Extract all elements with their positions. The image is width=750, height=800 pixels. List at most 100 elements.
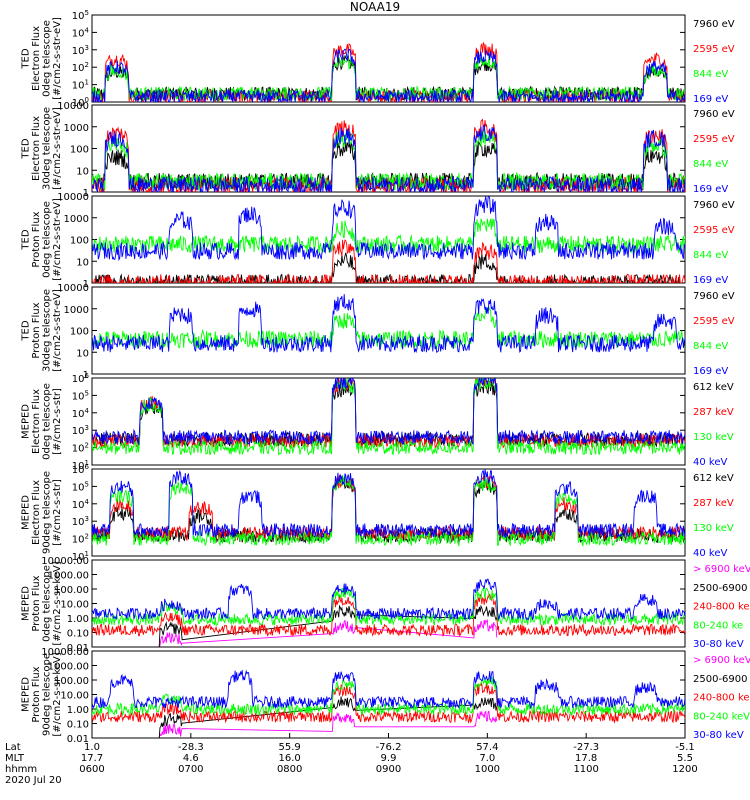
y-axis-label-line: 0deg telescope (41, 383, 52, 460)
series-blue (92, 469, 685, 539)
series-blue (92, 669, 685, 710)
series-red (92, 41, 685, 102)
series-green (92, 378, 685, 457)
x-tick-mlt: 4.6 (183, 753, 199, 764)
y-tick-label: 100 (72, 96, 89, 109)
y-tick-label: 1 (83, 370, 89, 381)
y-tick-label: 10000 (57, 283, 89, 294)
y-axis-label-line: [#/cm2-s-str-eV] (52, 289, 63, 372)
y-axis-label-line: Electron Flux (31, 26, 42, 91)
x-tick-mlt: 9.9 (381, 753, 397, 764)
y-axis-label: TED Proton Flux 0deg telescope [#/cm2-s-str… (20, 198, 63, 281)
y-tick-label: 102 (72, 442, 89, 455)
legend-entry-black: 612 keV (693, 382, 734, 393)
y-axis-label-line: 30deg telescope (41, 107, 52, 190)
y-axis-label: TED Electron Flux 0deg telescope [#/cm2-s-s… (20, 17, 63, 100)
legend-entry-magenta: > 6900 keV (693, 655, 750, 666)
y-tick-label: 10 (76, 348, 89, 359)
legend-entry-blue: 169 eV (693, 94, 728, 105)
y-axis-label-line: TED (20, 48, 31, 69)
series-green (92, 586, 685, 626)
panel-ted-electron-0deg: 100 101 102 103 104 105 TED Electron Flux 0deg t… (20, 9, 735, 109)
y-tick-label: 10.00 (60, 600, 89, 611)
series-red (92, 475, 685, 542)
y-axis-label: MEPED Proton Flux 0deg telescope [#/cm2-s-s… (20, 561, 63, 645)
series-green (92, 306, 685, 350)
y-tick-label: 10 (76, 166, 89, 177)
legend-entry-red: 287 keV (693, 498, 734, 509)
legend-entry-black: 7960 eV (693, 109, 735, 120)
y-axis-label-line: Electron Flux (31, 389, 42, 454)
panel-frame (91, 468, 686, 557)
y-tick-label: 1 (83, 279, 89, 290)
y-axis-label-line: 90deg telescope (41, 471, 52, 554)
y-tick-label: 1.00 (67, 614, 89, 625)
y-axis-label-line: MEPED (20, 495, 31, 530)
x-tick-mlt: 17.8 (575, 753, 597, 764)
series-blue (92, 196, 685, 262)
y-tick-label: 103 (72, 424, 89, 437)
y-tick-label: 1000 (64, 214, 89, 225)
y-tick-label: 0.01 (67, 734, 89, 745)
y-axis-label-line: 0deg telescope (41, 565, 52, 642)
y-tick-label: 10000.00 (41, 556, 89, 567)
x-row-label: 2020 Jul 20 (5, 775, 62, 786)
y-tick-label: 100.00 (54, 585, 89, 596)
x-tick-lat: -5.1 (675, 742, 695, 753)
y-axis-label-line: [#/cm2-s-sr-keV] (52, 652, 63, 736)
panel-meped-electron-0deg: 101 102 103 104 105 106 MEPED Electron Flux 0deg… (20, 372, 734, 472)
legend-entry-blue: 40 keV (693, 548, 727, 559)
x-tick-lat: -28.3 (178, 742, 204, 753)
y-tick-label: 103 (72, 44, 89, 57)
y-tick-label: 1000 (64, 305, 89, 316)
legend-entry-blue: 30-80 keV (693, 639, 744, 650)
x-tick-hhmm: 1100 (573, 764, 598, 775)
legend-entry-red: 287 keV (693, 407, 734, 418)
y-axis-label: MEPED Electron Flux 0deg telescope [#/cm2-s… (20, 383, 63, 460)
x-tick-mlt: 16.0 (279, 753, 301, 764)
legend-entry-black: 7960 eV (693, 200, 735, 211)
panel-frame (91, 559, 686, 648)
legend-entry-green: 80-240 ke (693, 620, 743, 631)
legend-entry-black: 7960 eV (693, 291, 735, 302)
series-black (158, 696, 498, 738)
chart-title: NOAA19 (349, 0, 401, 14)
y-tick-label: 106 (72, 463, 90, 476)
y-axis-label-line: Proton Flux (31, 211, 42, 267)
legend-entry-black: 7960 eV (693, 19, 735, 30)
y-tick-label: 0.10 (67, 629, 89, 640)
legend-entry-red: 2595 eV (693, 316, 735, 327)
y-tick-label: 105 (72, 389, 89, 402)
legend-entry-magenta: > 6900 keV (693, 564, 750, 575)
legend-entry-red: 240-800 ke (693, 602, 750, 613)
series-black (92, 252, 685, 283)
legend-entry-red: 2595 eV (693, 44, 735, 55)
y-axis-label-line: Electron Flux (31, 480, 42, 545)
y-tick-label: 106 (72, 372, 90, 385)
series-green (92, 130, 685, 192)
y-axis-label-line: TED (20, 229, 31, 250)
legend-entry-green: 844 eV (693, 250, 728, 261)
y-tick-label: 105 (72, 9, 89, 22)
legend-entry-blue: 169 eV (693, 275, 728, 286)
y-axis-label-line: Proton Flux (31, 575, 42, 631)
y-tick-label: 10.00 (60, 691, 89, 702)
x-tick-mlt: 5.5 (677, 753, 693, 764)
x-row-label: Lat (5, 742, 21, 753)
y-axis-label-line: [#/cm2-s-str-eV] (52, 17, 63, 100)
y-tick-label: 10 (76, 257, 89, 268)
legend-entry-green: 844 eV (693, 341, 728, 352)
y-axis-label: MEPED Proton Flux 90deg telescope [#/cm2-s-… (20, 652, 63, 736)
series-blue (92, 123, 685, 192)
y-tick-label: 0.01 (67, 643, 89, 654)
series-red (92, 593, 685, 637)
y-tick-label: 100 (70, 327, 89, 338)
series-blue (92, 378, 685, 446)
y-axis-label-line: MEPED (20, 677, 31, 712)
y-axis-label: TED Proton Flux 30deg telescope [#/cm2-s-st… (20, 289, 63, 372)
y-tick-label: 104 (72, 26, 90, 39)
series-blue (92, 294, 685, 354)
